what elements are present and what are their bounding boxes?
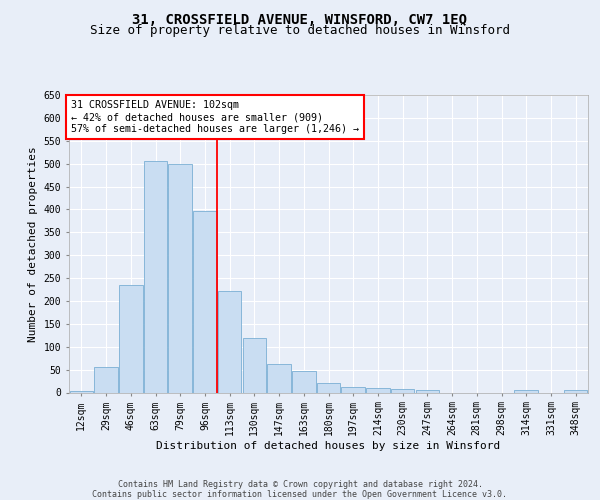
X-axis label: Distribution of detached houses by size in Winsford: Distribution of detached houses by size … [157, 441, 500, 451]
Bar [144, 162, 167, 392]
Bar [292, 372, 316, 392]
Bar [94, 368, 118, 392]
Bar [70, 391, 93, 392]
Bar [317, 384, 340, 392]
Bar [416, 390, 439, 392]
Text: Size of property relative to detached houses in Winsford: Size of property relative to detached ho… [90, 24, 510, 37]
Text: Contains public sector information licensed under the Open Government Licence v3: Contains public sector information licen… [92, 490, 508, 499]
Bar [193, 211, 217, 392]
Text: 31, CROSSFIELD AVENUE, WINSFORD, CW7 1EQ: 31, CROSSFIELD AVENUE, WINSFORD, CW7 1EQ [133, 12, 467, 26]
Bar [119, 285, 143, 393]
Bar [218, 291, 241, 392]
Bar [341, 387, 365, 392]
Bar [564, 390, 587, 392]
Bar [242, 338, 266, 392]
Bar [391, 389, 415, 392]
Y-axis label: Number of detached properties: Number of detached properties [28, 146, 38, 342]
Bar [366, 388, 389, 392]
Text: 31 CROSSFIELD AVENUE: 102sqm
← 42% of detached houses are smaller (909)
57% of s: 31 CROSSFIELD AVENUE: 102sqm ← 42% of de… [71, 100, 359, 134]
Bar [169, 164, 192, 392]
Bar [268, 364, 291, 392]
Text: Contains HM Land Registry data © Crown copyright and database right 2024.: Contains HM Land Registry data © Crown c… [118, 480, 482, 489]
Bar [514, 390, 538, 392]
